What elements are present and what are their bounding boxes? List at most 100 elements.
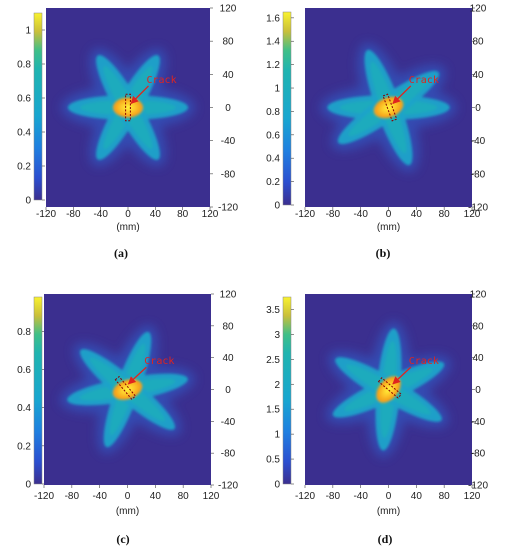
x-tick-label: 0: [386, 209, 392, 220]
heatmap-field: [320, 42, 457, 173]
x-tick-label: 40: [150, 491, 162, 502]
y-tick-label: 40: [222, 353, 234, 364]
crack-label: Crack: [147, 75, 177, 86]
colorbar: [283, 297, 291, 484]
colorbar-tick-label: 0: [25, 196, 31, 207]
colorbar-tick-label: 0: [274, 480, 280, 491]
y-tick-label: 0: [475, 385, 481, 396]
x-axis-label: (mm): [377, 222, 400, 233]
caption-c: (c): [116, 532, 130, 546]
crack-label: Crack: [409, 356, 439, 367]
crack-arrow: [130, 85, 149, 105]
caption-a: (a): [114, 246, 128, 260]
crack-label: Crack: [409, 75, 439, 86]
colorbar-tick-label: 1: [25, 26, 31, 37]
x-tick-label: 120: [203, 491, 220, 502]
crack-outline: [382, 93, 398, 122]
x-tick-label: 80: [439, 209, 451, 220]
x-tick-label: 40: [150, 209, 162, 220]
x-axis-label: (mm): [377, 506, 400, 517]
colorbar-frame: [33, 12, 43, 201]
x-tick-label: -80: [326, 491, 341, 502]
x-tick-label: 0: [386, 491, 392, 502]
x-tick-label: -40: [353, 209, 368, 220]
colorbar-tick-label: 0: [25, 480, 31, 491]
colorbar-tick-label: 0.4: [17, 403, 31, 414]
x-tick-label: -80: [66, 209, 81, 220]
colorbar-tick-label: 0.6: [17, 365, 31, 376]
colorbar-tick-label: 3.5: [266, 305, 280, 316]
y-tick-label: -80: [221, 169, 236, 180]
y-tick-label: -80: [471, 169, 486, 180]
y-tick-label: -40: [221, 417, 236, 428]
x-axis-label: (mm): [116, 506, 139, 517]
x-tick-label: -40: [353, 491, 368, 502]
x-tick-label: 120: [202, 209, 219, 220]
heatmap-field: [326, 321, 451, 458]
colorbar-tick-label: 1.2: [266, 60, 280, 71]
crack-arrow: [392, 366, 412, 385]
colorbar-tick-label: 0.8: [17, 60, 31, 71]
chart-panel: 3.5 3 2.5 2 1.5 1 0.5 0 Crack -120 -80 -40 0 40 80 120 (…: [266, 290, 488, 518]
y-tick-label: 80: [472, 321, 484, 332]
x-tick-label: 80: [177, 209, 189, 220]
y-tick-label: 0: [225, 385, 231, 396]
chart-panel: 0.8 0.6 0.4 0.2 0 Crack -120 -80 -40 0 40 80 120 (mm)…: [17, 290, 238, 518]
colorbar-tick-label: 2: [274, 380, 280, 391]
y-tick-label: -40: [221, 136, 236, 147]
crack-label: Crack: [144, 356, 174, 367]
colorbar-frame: [282, 296, 292, 485]
colorbar-tick-label: 0.4: [266, 154, 280, 165]
colorbar-tick-label: 3: [274, 330, 280, 341]
y-tick-label: 80: [222, 37, 234, 48]
colorbar-tick-label: 0.6: [266, 130, 280, 141]
caption-d: (d): [377, 532, 393, 546]
x-tick-label: 120: [464, 209, 481, 220]
y-tick-label: 120: [470, 290, 487, 301]
x-tick-label: 80: [439, 491, 451, 502]
y-tick-label: 0: [475, 103, 481, 114]
y-tick-label: -80: [471, 449, 486, 460]
x-tick-label: 40: [411, 209, 423, 220]
x-tick-label: -120: [36, 209, 56, 220]
colorbar-frame: [33, 296, 43, 485]
y-tick-label: 40: [472, 70, 484, 81]
colorbar-frame: [282, 11, 292, 206]
x-tick-label: -120: [295, 491, 315, 502]
y-tick-label: -120: [468, 203, 488, 214]
colorbar-tick-label: 1.6: [266, 13, 280, 24]
crack-arrow: [127, 366, 147, 385]
crack-arrow: [392, 85, 412, 105]
colorbar-tick-label: 1: [274, 430, 280, 441]
y-tick-label: 80: [472, 37, 484, 48]
x-tick-label: -40: [93, 209, 108, 220]
y-tick-label: -120: [218, 203, 238, 214]
colorbar-tick-label: 0.2: [17, 162, 31, 173]
hotspot-core: [115, 99, 141, 116]
hotspot-core: [115, 380, 140, 399]
colorbar-tick-label: 0.2: [17, 441, 31, 452]
y-tick-label: -120: [218, 481, 238, 492]
x-tick-label: -120: [34, 491, 54, 502]
x-axis-label: (mm): [116, 222, 139, 233]
colorbar-tick-label: 0.5: [266, 455, 280, 466]
heatmap-field: [60, 325, 195, 454]
x-tick-label: 0: [125, 491, 131, 502]
heatmap-field: [61, 48, 195, 167]
caption-b: (b): [375, 246, 391, 260]
chart-panel: 1 0.8 0.6 0.4 0.2 0 Crack -120 -80 -40 0 40 80 120 (mm…: [17, 4, 238, 234]
colorbar-tick-label: 0.2: [266, 177, 280, 188]
y-tick-label: 40: [472, 353, 484, 364]
colorbar-tick-label: 0.6: [17, 94, 31, 105]
y-tick-label: 120: [220, 290, 237, 301]
x-tick-label: 120: [464, 491, 481, 502]
x-tick-label: 40: [411, 491, 423, 502]
y-tick-label: 120: [470, 4, 487, 15]
y-tick-label: 40: [222, 70, 234, 81]
colorbar: [283, 12, 291, 205]
y-tick-label: 0: [225, 103, 231, 114]
y-tick-label: -40: [471, 136, 486, 147]
y-tick-label: -40: [471, 417, 486, 428]
colorbar-tick-label: 0: [274, 201, 280, 212]
